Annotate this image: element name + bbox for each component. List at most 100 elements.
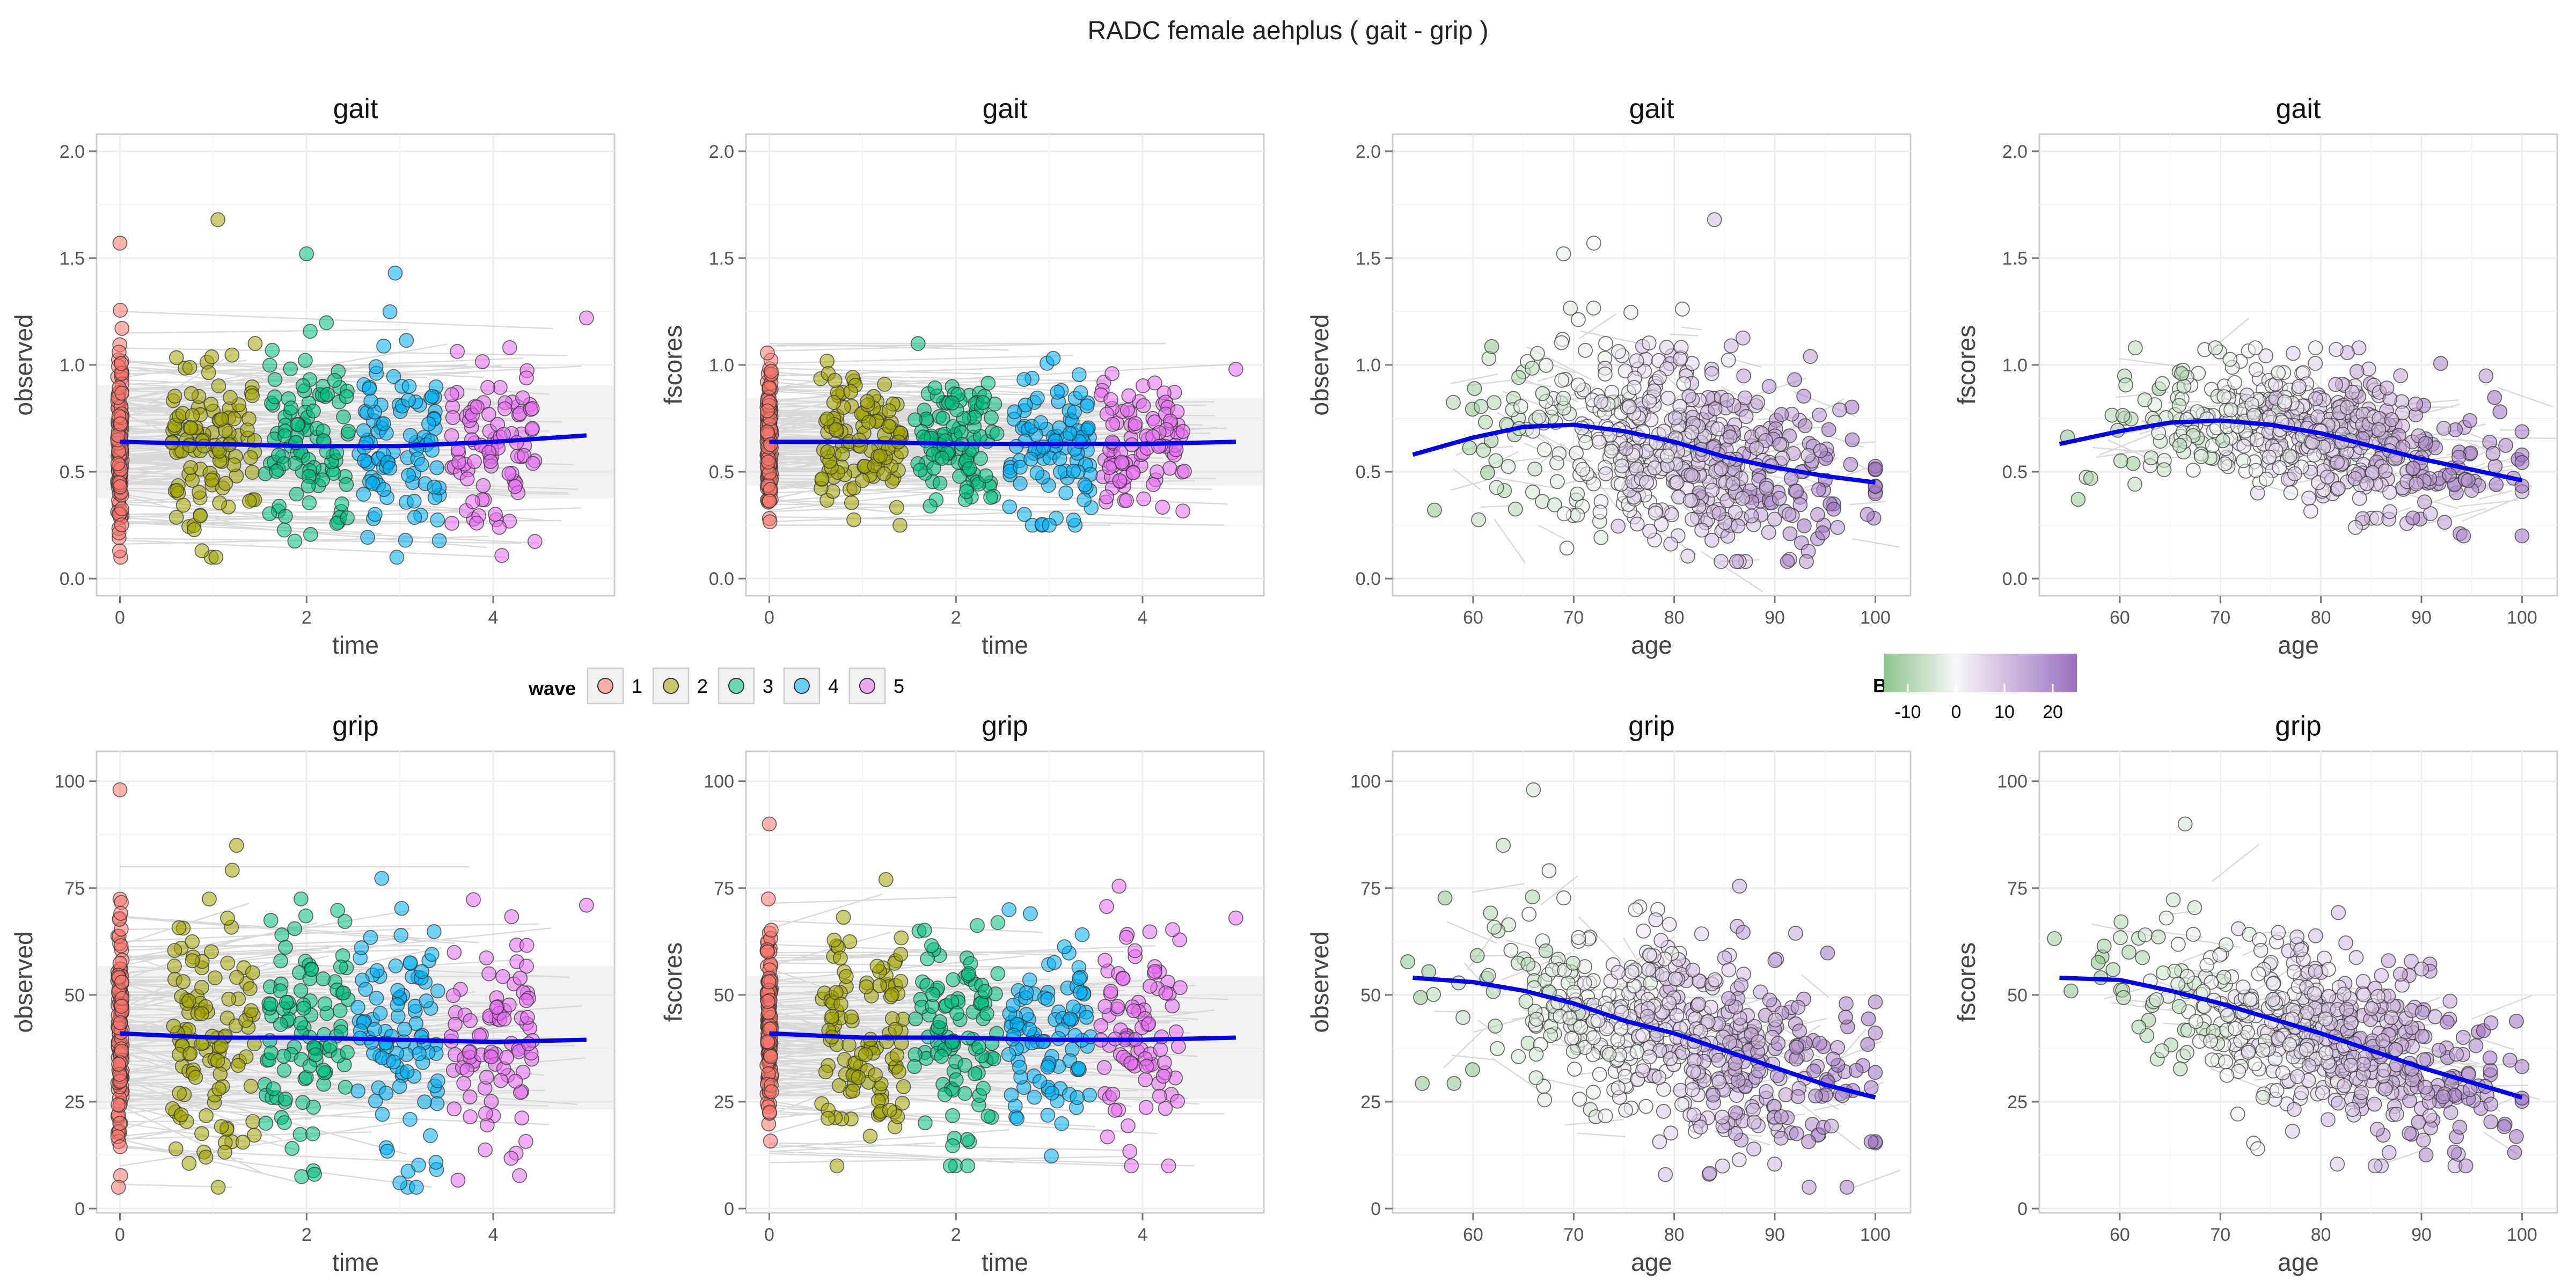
data-point bbox=[463, 1109, 478, 1124]
data-point bbox=[1537, 442, 1552, 457]
data-point bbox=[278, 940, 293, 955]
x-tick-label: 80 bbox=[1664, 1225, 1685, 1245]
data-point bbox=[1524, 361, 1540, 376]
data-point bbox=[501, 997, 517, 1013]
trajectory-line bbox=[1494, 518, 1526, 563]
data-point bbox=[363, 930, 378, 945]
data-point bbox=[246, 1128, 262, 1143]
data-point bbox=[519, 370, 534, 386]
data-point bbox=[466, 892, 481, 908]
data-point bbox=[336, 985, 351, 1001]
trajectory-line bbox=[1838, 1028, 1867, 1061]
data-point bbox=[199, 1108, 214, 1123]
data-point bbox=[764, 923, 779, 938]
data-point bbox=[1789, 1040, 1804, 1055]
data-point bbox=[1073, 385, 1088, 400]
data-point bbox=[423, 1128, 438, 1143]
x-axis-label: time bbox=[982, 631, 1028, 659]
data-point bbox=[387, 265, 403, 281]
data-point bbox=[1710, 421, 1725, 437]
data-point bbox=[1016, 507, 1032, 522]
data-point bbox=[207, 970, 223, 985]
data-point bbox=[2405, 510, 2420, 526]
data-point bbox=[2487, 458, 2503, 474]
trajectory-line bbox=[769, 516, 1224, 526]
data-point bbox=[1157, 1055, 1172, 1071]
trajectory-line bbox=[1813, 1103, 1840, 1111]
data-point bbox=[1663, 1051, 1678, 1066]
data-point bbox=[861, 414, 876, 430]
trajectory-line bbox=[769, 342, 1009, 351]
data-point bbox=[287, 533, 303, 549]
data-point bbox=[1860, 507, 1875, 522]
data-point bbox=[1030, 390, 1045, 406]
data-point bbox=[362, 381, 377, 397]
data-point bbox=[2509, 1129, 2524, 1144]
data-point bbox=[961, 966, 976, 982]
data-point bbox=[1138, 1100, 1154, 1115]
data-point bbox=[1685, 1082, 1700, 1097]
data-point bbox=[1759, 480, 1774, 496]
trajectory-line bbox=[769, 499, 911, 515]
data-point bbox=[360, 530, 375, 545]
y-tick-label: 100 bbox=[704, 772, 734, 792]
x-tick-label: 2 bbox=[951, 1225, 961, 1245]
data-point bbox=[893, 974, 909, 989]
data-point bbox=[2381, 1145, 2397, 1160]
data-point bbox=[989, 426, 1005, 441]
data-point bbox=[917, 923, 932, 938]
data-point bbox=[1613, 1021, 1629, 1036]
data-point bbox=[1642, 523, 1657, 539]
data-point bbox=[1152, 1088, 1167, 1104]
data-point bbox=[1767, 953, 1783, 968]
data-point bbox=[913, 462, 928, 478]
data-point bbox=[2262, 409, 2277, 425]
data-point bbox=[1071, 367, 1087, 382]
data-point bbox=[1641, 962, 1656, 977]
data-point bbox=[2090, 955, 2106, 970]
data-point bbox=[1139, 1058, 1154, 1074]
data-point bbox=[1663, 1125, 1679, 1141]
data-point bbox=[1812, 1035, 1827, 1051]
data-point bbox=[456, 1075, 472, 1091]
data-point bbox=[862, 1129, 878, 1144]
data-point bbox=[1656, 1103, 1671, 1119]
data-point bbox=[1611, 1080, 1626, 1096]
data-point bbox=[884, 987, 900, 1002]
data-point bbox=[289, 486, 304, 502]
data-point bbox=[211, 1081, 226, 1096]
data-point bbox=[908, 1011, 923, 1027]
scatter-points bbox=[2047, 816, 2530, 1174]
data-point bbox=[762, 514, 778, 530]
data-point bbox=[327, 372, 342, 388]
trajectory-line bbox=[2211, 844, 2259, 882]
data-point bbox=[1821, 422, 1836, 437]
data-point bbox=[960, 1132, 975, 1147]
data-point bbox=[284, 1140, 300, 1156]
data-point bbox=[1808, 1088, 1823, 1104]
data-point bbox=[1672, 352, 1688, 367]
data-point bbox=[450, 343, 465, 359]
data-point bbox=[243, 450, 258, 465]
y-tick-label: 0.0 bbox=[1356, 569, 1381, 589]
data-point bbox=[851, 1070, 866, 1085]
data-point bbox=[1072, 985, 1088, 1000]
y-axis-label: observed bbox=[10, 314, 38, 415]
trajectory-line bbox=[120, 537, 522, 544]
data-point bbox=[114, 975, 129, 990]
data-point bbox=[1496, 838, 1511, 853]
y-tick-label: 75 bbox=[64, 879, 85, 899]
data-point bbox=[949, 1006, 964, 1021]
data-point bbox=[339, 389, 354, 405]
trajectory-line bbox=[1452, 1055, 1494, 1060]
trajectory-line bbox=[2092, 447, 2157, 454]
data-point bbox=[1839, 996, 1854, 1012]
data-point bbox=[1138, 1072, 1153, 1087]
data-point bbox=[244, 1003, 259, 1018]
data-point bbox=[2179, 412, 2194, 427]
data-point bbox=[759, 424, 775, 440]
data-point bbox=[579, 897, 594, 913]
data-point bbox=[1079, 398, 1095, 414]
trajectory-line bbox=[2119, 357, 2185, 368]
data-point bbox=[1554, 335, 1569, 350]
